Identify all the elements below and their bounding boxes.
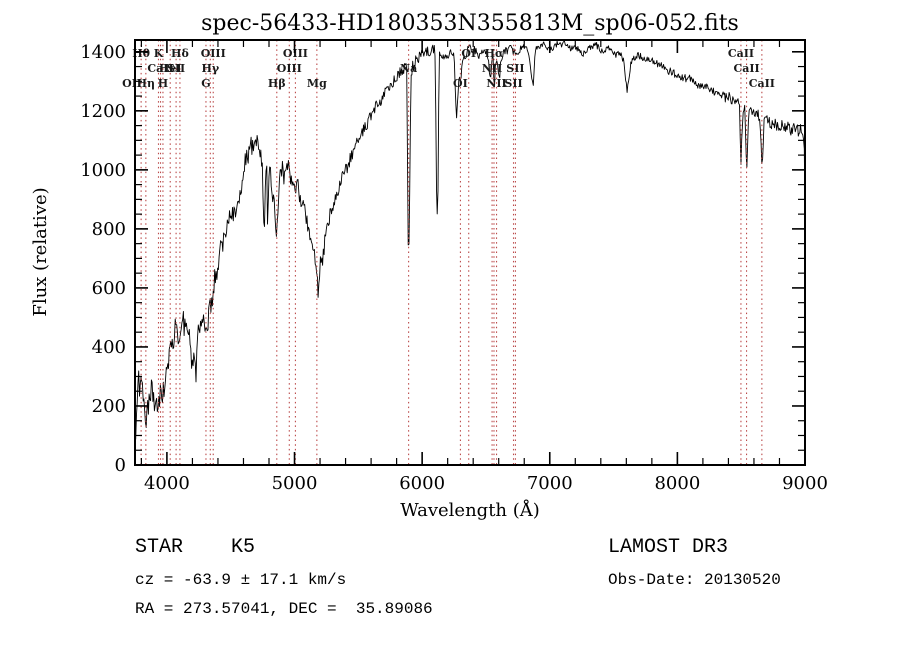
x-tick-label: 7000 <box>527 473 573 494</box>
y-tick-label: 400 <box>92 337 126 358</box>
line-marker-label: OIII <box>277 62 302 75</box>
line-marker-label: SII <box>506 62 524 75</box>
y-tick-label: 1000 <box>80 160 126 181</box>
line-marker-label: Hα <box>485 47 504 60</box>
line-marker-label: Hθ <box>132 47 150 60</box>
x-tick-label: 9000 <box>782 473 828 494</box>
line-marker-label: Mg <box>307 77 327 90</box>
y-tick-label: 200 <box>92 396 126 417</box>
obs-date: Obs-Date: 20130520 <box>608 571 781 589</box>
line-marker-label: CaII <box>728 47 754 60</box>
line-marker-label: OI <box>453 77 468 90</box>
x-tick-label: 5000 <box>272 473 318 494</box>
line-marker-label: Hη <box>137 77 155 90</box>
line-marker-label: OIII <box>283 47 308 60</box>
x-axis-label: Wavelength (Å) <box>400 499 540 521</box>
line-marker-label: OI <box>461 47 476 60</box>
line-markers-group <box>140 40 763 465</box>
x-tick-label: 8000 <box>654 473 700 494</box>
line-marker-label: Hδ <box>171 47 189 60</box>
cz-value: cz = -63.9 ± 17.1 km/s <box>135 571 346 589</box>
line-marker-label: K <box>154 47 164 60</box>
line-marker-label: Na <box>400 62 417 75</box>
object-class-label: STAR K5 <box>135 536 255 559</box>
y-axis-label: Flux (relative) <box>30 187 51 316</box>
line-marker-label: SII <box>504 77 522 90</box>
line-marker-label: Hγ <box>201 62 219 75</box>
line-marker-label: OII <box>122 77 142 90</box>
survey-release-label: LAMOST DR3 <box>608 536 728 559</box>
line-marker-label: H <box>158 77 168 90</box>
plot-title: spec-56433-HD180353N355813M_sp06-052.fit… <box>201 11 739 36</box>
marker-labels-group: OIIHθHηKHCaIIHeISIIHδGHγOIIIHβOIIIOIIIMg… <box>122 47 775 90</box>
line-marker-label: CaII <box>749 77 775 90</box>
y-tick-label: 800 <box>92 219 126 240</box>
line-marker-label: NII <box>482 62 502 75</box>
axes-group: 4000 5000 6000 7000 8000 9000 0 200 400 600 800 100… <box>80 39 828 494</box>
line-marker-label: CaII <box>733 62 759 75</box>
line-marker-label: G <box>201 77 210 90</box>
line-marker-label: OIII <box>201 47 226 60</box>
line-marker-label: CaII <box>147 62 173 75</box>
y-tick-label: 1200 <box>80 101 126 122</box>
spectrum-trace-group <box>134 40 806 440</box>
line-marker-label: SII <box>167 62 185 75</box>
y-tick-label: 600 <box>92 278 126 299</box>
spectrum-path <box>134 40 806 440</box>
x-tick-label: 4000 <box>144 473 190 494</box>
plot-frame <box>134 39 806 466</box>
x-tick-label: 6000 <box>399 473 445 494</box>
y-tick-label: 0 <box>115 455 126 476</box>
line-marker-label: HeI <box>159 62 182 75</box>
line-marker-label: NII <box>486 77 506 90</box>
line-marker-label: Hβ <box>268 77 286 90</box>
ra-dec: RA = 273.57041, DEC = 35.89086 <box>135 600 433 618</box>
y-tick-label: 1400 <box>80 42 126 63</box>
